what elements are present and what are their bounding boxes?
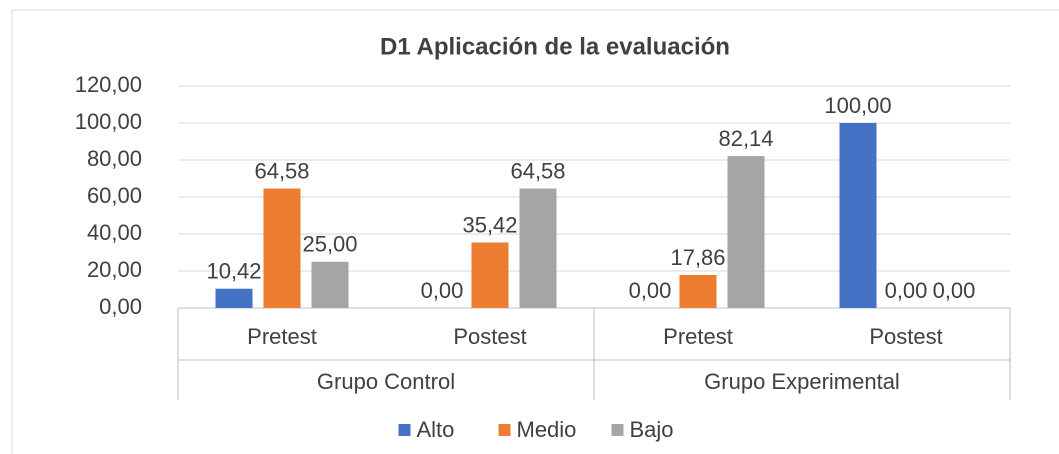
chart-title: D1 Aplicación de la evaluación (380, 33, 730, 60)
group-label: Grupo Control (317, 369, 455, 394)
data-label: 35,42 (462, 212, 517, 237)
y-tick-label: 120,00 (75, 72, 142, 97)
x-tick-label: Postest (869, 324, 942, 349)
y-tick-label: 20,00 (87, 257, 142, 282)
legend-swatch (611, 424, 624, 436)
y-tick-label: 0,00 (99, 294, 142, 319)
bar (311, 261, 349, 308)
bar (471, 242, 509, 308)
legend-label: Alto (417, 417, 455, 442)
legend-swatch (498, 424, 511, 436)
data-label: 0,00 (629, 278, 672, 303)
legend-label: Bajo (630, 417, 674, 442)
data-label: 0,00 (933, 278, 976, 303)
y-tick-label: 40,00 (87, 220, 142, 245)
y-tick-label: 100,00 (75, 109, 142, 134)
legend-label: Medio (517, 417, 577, 442)
x-tick-label: Postest (453, 324, 526, 349)
legend-swatch (398, 424, 411, 436)
data-label: 0,00 (885, 278, 928, 303)
data-label: 100,00 (824, 93, 891, 118)
x-tick-label: Pretest (247, 324, 317, 349)
bar (263, 188, 301, 308)
y-tick-label: 60,00 (87, 183, 142, 208)
data-label: 64,58 (254, 158, 309, 183)
data-label: 25,00 (302, 232, 357, 257)
bar (519, 188, 557, 308)
data-label: 82,14 (718, 126, 773, 151)
bar (839, 123, 877, 308)
bar (215, 288, 253, 308)
data-label: 64,58 (510, 158, 565, 183)
x-tick-label: Pretest (663, 324, 733, 349)
bar (679, 274, 717, 308)
group-label: Grupo Experimental (704, 369, 900, 394)
data-label: 0,00 (421, 278, 464, 303)
data-label: 17,86 (670, 245, 725, 270)
data-label: 10,42 (206, 259, 261, 284)
y-tick-label: 80,00 (87, 146, 142, 171)
bar (727, 156, 765, 308)
